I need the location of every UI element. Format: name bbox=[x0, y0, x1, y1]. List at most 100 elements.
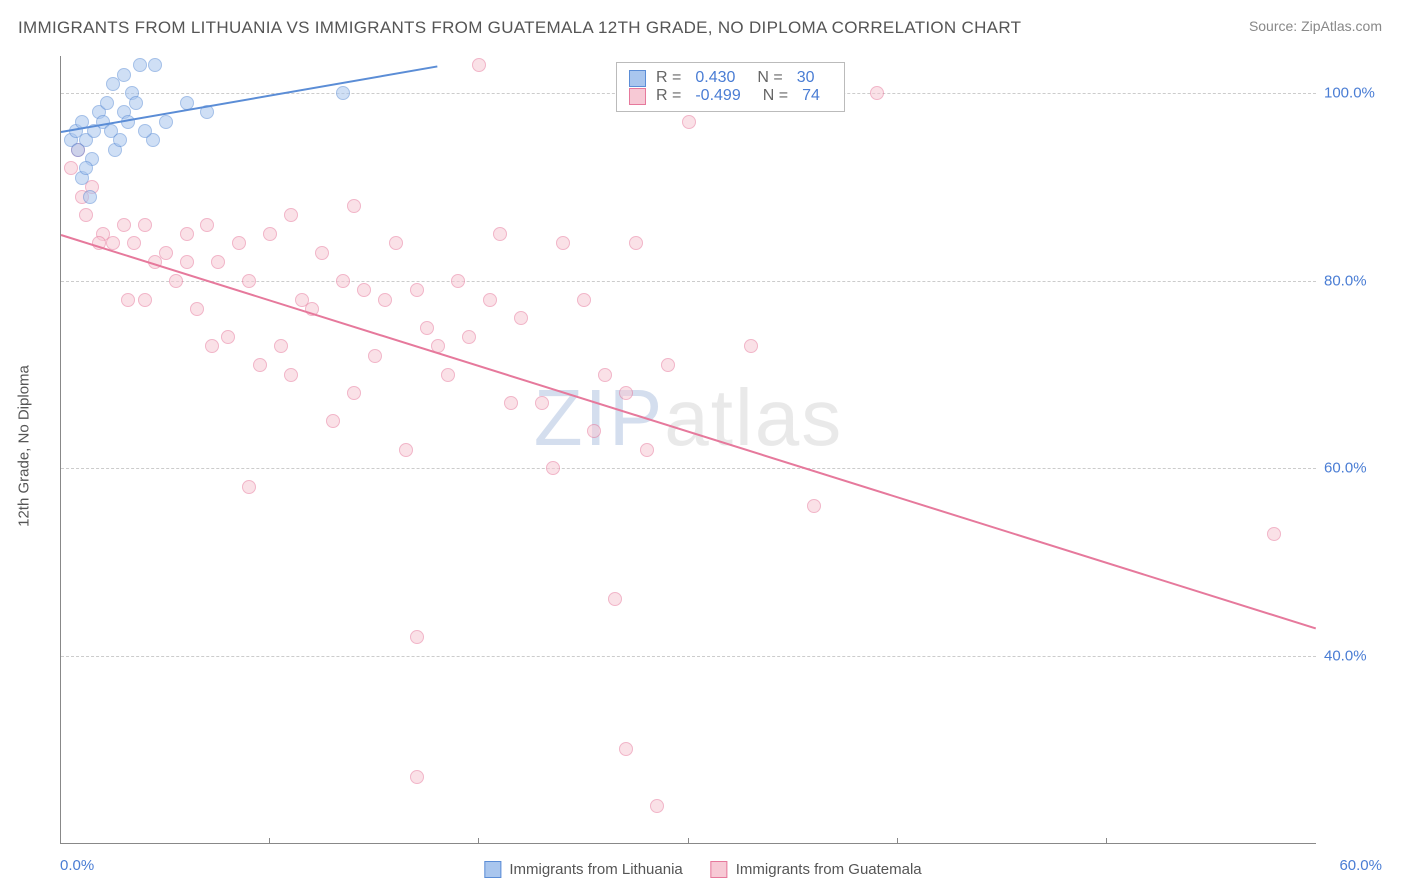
scatter-point-lithuania bbox=[83, 190, 97, 204]
scatter-point-guatemala bbox=[1267, 527, 1281, 541]
x-tick-mark bbox=[688, 838, 689, 844]
scatter-point-guatemala bbox=[410, 630, 424, 644]
scatter-point-guatemala bbox=[556, 236, 570, 250]
scatter-point-guatemala bbox=[619, 386, 633, 400]
scatter-point-guatemala bbox=[577, 293, 591, 307]
scatter-point-guatemala bbox=[336, 274, 350, 288]
scatter-point-guatemala bbox=[347, 199, 361, 213]
x-tick-mark bbox=[1106, 838, 1107, 844]
scatter-point-guatemala bbox=[378, 293, 392, 307]
scatter-point-lithuania bbox=[79, 161, 93, 175]
scatter-point-guatemala bbox=[608, 592, 622, 606]
scatter-point-guatemala bbox=[347, 386, 361, 400]
scatter-point-guatemala bbox=[180, 255, 194, 269]
scatter-point-guatemala bbox=[117, 218, 131, 232]
gridline bbox=[61, 468, 1316, 469]
scatter-point-guatemala bbox=[598, 368, 612, 382]
scatter-point-lithuania bbox=[133, 58, 147, 72]
scatter-point-guatemala bbox=[368, 349, 382, 363]
scatter-point-guatemala bbox=[284, 208, 298, 222]
stats-n-value-guatemala: 74 bbox=[802, 87, 820, 105]
scatter-point-guatemala bbox=[221, 330, 235, 344]
scatter-point-guatemala bbox=[535, 396, 549, 410]
scatter-point-guatemala bbox=[441, 368, 455, 382]
stats-n-value-lithuania: 30 bbox=[797, 69, 815, 87]
watermark-atlas: atlas bbox=[664, 373, 843, 462]
scatter-point-guatemala bbox=[640, 443, 654, 457]
scatter-point-guatemala bbox=[190, 302, 204, 316]
scatter-point-guatemala bbox=[682, 115, 696, 129]
scatter-point-guatemala bbox=[138, 218, 152, 232]
scatter-point-guatemala bbox=[253, 358, 267, 372]
trend-line-guatemala bbox=[61, 234, 1317, 629]
scatter-point-guatemala bbox=[389, 236, 403, 250]
gridline bbox=[61, 656, 1316, 657]
stats-row-lithuania: R = 0.430 N = 30 bbox=[629, 69, 832, 87]
stats-n-label: N = bbox=[763, 87, 788, 105]
scatter-point-guatemala bbox=[546, 461, 560, 475]
scatter-point-guatemala bbox=[242, 274, 256, 288]
stats-r-value-lithuania: 0.430 bbox=[695, 69, 735, 87]
y-tick-label: 100.0% bbox=[1324, 85, 1394, 102]
watermark: ZIPatlas bbox=[534, 372, 843, 464]
y-tick-label: 60.0% bbox=[1324, 460, 1394, 477]
y-tick-label: 40.0% bbox=[1324, 647, 1394, 664]
scatter-point-guatemala bbox=[661, 358, 675, 372]
stats-box: R = 0.430 N = 30R = -0.499 N = 74 bbox=[616, 62, 845, 112]
stats-n-label: N = bbox=[757, 69, 782, 87]
scatter-point-lithuania bbox=[113, 133, 127, 147]
stats-swatch-guatemala bbox=[629, 88, 646, 105]
scatter-point-guatemala bbox=[399, 443, 413, 457]
scatter-point-guatemala bbox=[159, 246, 173, 260]
stats-r-value-guatemala: -0.499 bbox=[695, 87, 740, 105]
y-tick-label: 80.0% bbox=[1324, 272, 1394, 289]
legend-item-guatemala: Immigrants from Guatemala bbox=[711, 861, 922, 878]
scatter-point-guatemala bbox=[420, 321, 434, 335]
bottom-legend: Immigrants from Lithuania Immigrants fro… bbox=[484, 861, 921, 878]
scatter-point-guatemala bbox=[472, 58, 486, 72]
scatter-point-guatemala bbox=[284, 368, 298, 382]
scatter-point-guatemala bbox=[870, 86, 884, 100]
scatter-point-guatemala bbox=[79, 208, 93, 222]
scatter-point-guatemala bbox=[410, 770, 424, 784]
scatter-point-guatemala bbox=[121, 293, 135, 307]
scatter-point-guatemala bbox=[263, 227, 277, 241]
scatter-point-guatemala bbox=[483, 293, 497, 307]
scatter-point-guatemala bbox=[274, 339, 288, 353]
chart-title: IMMIGRANTS FROM LITHUANIA VS IMMIGRANTS … bbox=[18, 18, 1021, 38]
scatter-point-guatemala bbox=[514, 311, 528, 325]
scatter-point-guatemala bbox=[451, 274, 465, 288]
x-tick-mark bbox=[478, 838, 479, 844]
legend-label-lithuania: Immigrants from Lithuania bbox=[509, 861, 682, 878]
legend-label-guatemala: Immigrants from Guatemala bbox=[736, 861, 922, 878]
scatter-point-guatemala bbox=[211, 255, 225, 269]
scatter-point-lithuania bbox=[129, 96, 143, 110]
x-tick-right: 60.0% bbox=[1339, 857, 1382, 874]
y-axis-label: 12th Grade, No Diploma bbox=[16, 365, 33, 527]
scatter-point-guatemala bbox=[315, 246, 329, 260]
legend-item-lithuania: Immigrants from Lithuania bbox=[484, 861, 682, 878]
scatter-point-guatemala bbox=[357, 283, 371, 297]
scatter-point-lithuania bbox=[100, 96, 114, 110]
x-tick-mark bbox=[897, 838, 898, 844]
scatter-point-guatemala bbox=[619, 742, 633, 756]
scatter-point-guatemala bbox=[744, 339, 758, 353]
scatter-point-guatemala bbox=[205, 339, 219, 353]
scatter-point-guatemala bbox=[462, 330, 476, 344]
scatter-point-guatemala bbox=[200, 218, 214, 232]
scatter-point-lithuania bbox=[159, 115, 173, 129]
plot-area: ZIPatlas 40.0%60.0%80.0%100.0%R =0.430N … bbox=[60, 56, 1316, 844]
scatter-point-guatemala bbox=[138, 293, 152, 307]
scatter-point-guatemala bbox=[180, 227, 194, 241]
scatter-point-guatemala bbox=[587, 424, 601, 438]
legend-swatch-guatemala bbox=[711, 861, 728, 878]
scatter-point-lithuania bbox=[117, 68, 131, 82]
source-prefix: Source: bbox=[1249, 18, 1301, 34]
scatter-point-guatemala bbox=[326, 414, 340, 428]
x-tick-left: 0.0% bbox=[60, 857, 94, 874]
legend-swatch-lithuania bbox=[484, 861, 501, 878]
source-attribution: Source: ZipAtlas.com bbox=[1249, 18, 1382, 34]
scatter-point-guatemala bbox=[650, 799, 664, 813]
stats-row-guatemala: R =-0.499N =74 bbox=[629, 87, 832, 105]
stats-r-label: R = bbox=[656, 69, 681, 87]
